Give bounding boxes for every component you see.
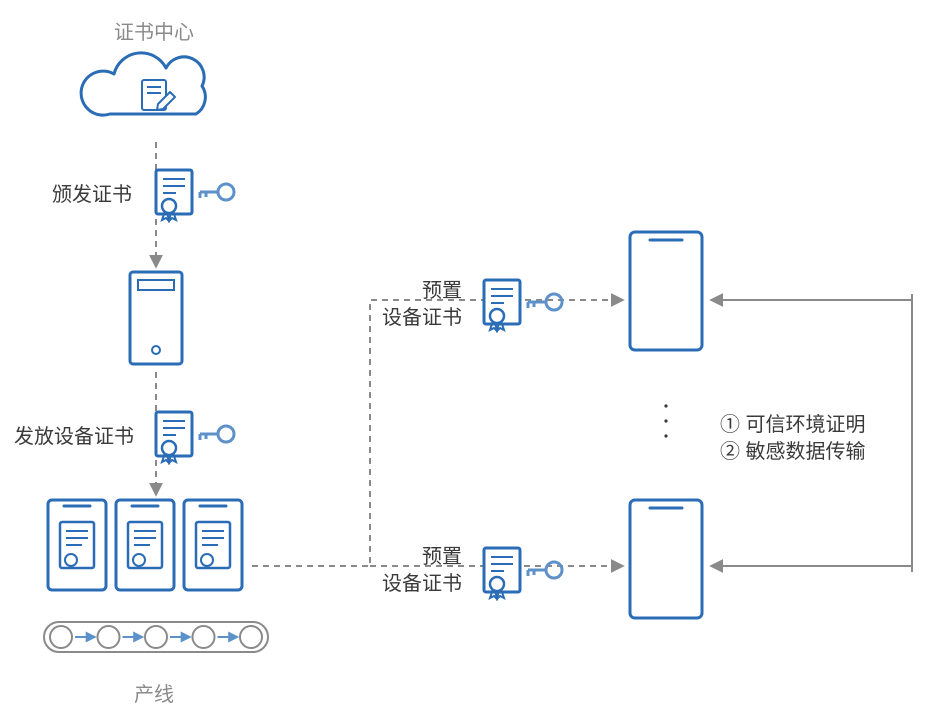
cloud-icon [81, 53, 205, 115]
conveyor-belt-icon [44, 622, 268, 652]
arrows-group [156, 142, 912, 572]
phone-icon [630, 500, 702, 618]
preset-line1: 预置 [382, 544, 462, 571]
vertical-ellipsis-icon [664, 404, 667, 437]
server-icon [130, 272, 182, 364]
legend-label: ① 可信环境证明 ② 敏感数据传输 [720, 412, 866, 466]
cert-key-icon [156, 412, 234, 463]
preset-cert-label: 预置 设备证书 [382, 278, 462, 332]
preset-line2: 设备证书 [382, 571, 462, 598]
diagram-canvas [0, 0, 948, 724]
dispatch-cert-label: 发放设备证书 [14, 424, 134, 451]
cert-key-icon [484, 280, 562, 331]
issue-cert-label: 颁发证书 [52, 182, 132, 209]
phones-row [48, 500, 242, 590]
title-label: 证书中心 [114, 20, 194, 47]
preset-line2: 设备证书 [382, 305, 462, 332]
preset-cert-label: 预置 设备证书 [382, 544, 462, 598]
cert-key-icon [156, 170, 234, 221]
prod-line-label: 产线 [134, 682, 174, 709]
phone-icon [630, 232, 702, 350]
legend-line2: ② 敏感数据传输 [720, 439, 866, 466]
cert-key-icon [484, 548, 562, 599]
preset-line1: 预置 [382, 278, 462, 305]
legend-line1: ① 可信环境证明 [720, 412, 866, 439]
